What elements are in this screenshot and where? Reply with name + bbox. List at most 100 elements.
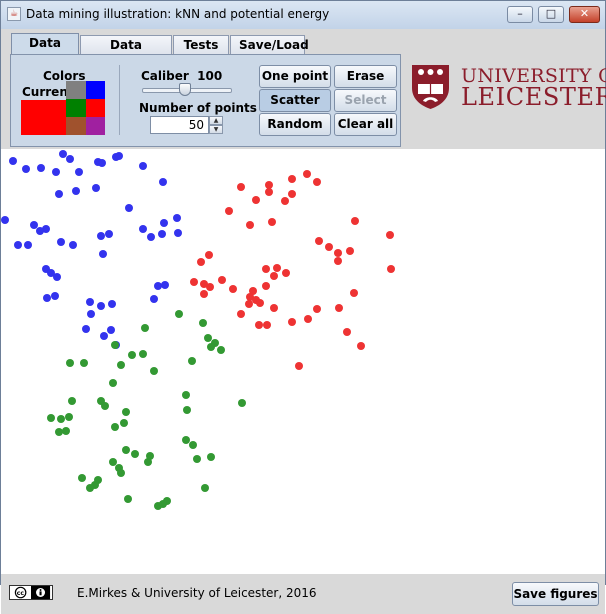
blue-point[interactable]: [125, 204, 133, 212]
blue-point[interactable]: [107, 326, 115, 334]
blue-point[interactable]: [22, 165, 30, 173]
tab-data-reduce[interactable]: Data reduce: [80, 35, 172, 70]
blue-point[interactable]: [75, 168, 83, 176]
blue-point[interactable]: [139, 162, 147, 170]
green-point[interactable]: [122, 446, 130, 454]
red-point[interactable]: [265, 181, 273, 189]
erase-button[interactable]: Erase: [334, 65, 397, 88]
blue-point[interactable]: [105, 230, 113, 238]
red-point[interactable]: [265, 188, 273, 196]
blue-point[interactable]: [108, 300, 116, 308]
blue-point[interactable]: [53, 273, 61, 281]
tab-tests[interactable]: Tests: [173, 35, 229, 55]
red-point[interactable]: [325, 243, 333, 251]
blue-point[interactable]: [87, 310, 95, 318]
red-point[interactable]: [282, 269, 290, 277]
red-point[interactable]: [246, 293, 254, 301]
save-figures-button[interactable]: Save figures: [512, 582, 599, 606]
red-point[interactable]: [304, 315, 312, 323]
red-point[interactable]: [303, 170, 311, 178]
red-point[interactable]: [206, 283, 214, 291]
blue-point[interactable]: [57, 238, 65, 246]
red-point[interactable]: [273, 264, 281, 272]
green-point[interactable]: [182, 436, 190, 444]
red-point[interactable]: [245, 300, 253, 308]
blue-point[interactable]: [158, 230, 166, 238]
red-point[interactable]: [295, 362, 303, 370]
blue-point[interactable]: [47, 269, 55, 277]
red-point[interactable]: [268, 218, 276, 226]
tab-data-set[interactable]: Data set: [11, 33, 79, 68]
red-point[interactable]: [315, 237, 323, 245]
palette-gray-swatch[interactable]: [66, 81, 86, 99]
red-point[interactable]: [386, 231, 394, 239]
green-point[interactable]: [199, 319, 207, 327]
clear-all-button[interactable]: Clear all: [334, 113, 397, 136]
red-point[interactable]: [262, 282, 270, 290]
blue-point[interactable]: [14, 241, 22, 249]
red-point[interactable]: [270, 272, 278, 280]
red-point[interactable]: [343, 328, 351, 336]
scatter-plot-area[interactable]: [1, 149, 605, 574]
red-point[interactable]: [270, 304, 278, 312]
red-point[interactable]: [256, 299, 264, 307]
spinner-down-icon[interactable]: ▼: [209, 125, 223, 134]
close-button[interactable]: ✕: [569, 6, 600, 23]
red-point[interactable]: [313, 305, 321, 313]
green-point[interactable]: [201, 484, 209, 492]
green-point[interactable]: [189, 441, 197, 449]
red-point[interactable]: [350, 289, 358, 297]
red-point[interactable]: [190, 278, 198, 286]
green-point[interactable]: [109, 458, 117, 466]
blue-point[interactable]: [97, 302, 105, 310]
green-point[interactable]: [122, 408, 130, 416]
green-point[interactable]: [139, 350, 147, 358]
blue-point[interactable]: [98, 159, 106, 167]
green-point[interactable]: [207, 453, 215, 461]
green-point[interactable]: [65, 413, 73, 421]
blue-point[interactable]: [147, 233, 155, 241]
palette-green-swatch[interactable]: [66, 99, 86, 117]
green-point[interactable]: [117, 361, 125, 369]
green-point[interactable]: [55, 428, 63, 436]
blue-point[interactable]: [36, 227, 44, 235]
green-point[interactable]: [109, 379, 117, 387]
one-point-button[interactable]: One point: [259, 65, 331, 88]
green-point[interactable]: [183, 406, 191, 414]
green-point[interactable]: [80, 359, 88, 367]
green-point[interactable]: [188, 357, 196, 365]
red-point[interactable]: [237, 183, 245, 191]
green-point[interactable]: [204, 334, 212, 342]
blue-point[interactable]: [99, 250, 107, 258]
blue-point[interactable]: [9, 157, 17, 165]
select-button[interactable]: Select: [334, 89, 397, 112]
red-point[interactable]: [334, 249, 342, 257]
green-point[interactable]: [124, 495, 132, 503]
blue-point[interactable]: [150, 295, 158, 303]
red-point[interactable]: [387, 265, 395, 273]
green-point[interactable]: [117, 469, 125, 477]
green-point[interactable]: [66, 359, 74, 367]
green-point[interactable]: [78, 474, 86, 482]
green-point[interactable]: [159, 500, 167, 508]
palette-blue-swatch[interactable]: [86, 81, 105, 99]
red-point[interactable]: [237, 310, 245, 318]
title-bar[interactable]: ☕ Data mining illustration: kNN and pote…: [1, 1, 605, 30]
red-point[interactable]: [346, 247, 354, 255]
blue-point[interactable]: [51, 292, 59, 300]
red-point[interactable]: [262, 265, 270, 273]
blue-point[interactable]: [1, 216, 9, 224]
red-point[interactable]: [313, 178, 321, 186]
red-point[interactable]: [205, 251, 213, 259]
green-point[interactable]: [47, 414, 55, 422]
green-point[interactable]: [150, 367, 158, 375]
palette-red-swatch[interactable]: [86, 99, 105, 117]
palette-purple-swatch[interactable]: [86, 117, 105, 135]
blue-point[interactable]: [82, 325, 90, 333]
blue-point[interactable]: [24, 241, 32, 249]
red-point[interactable]: [218, 276, 226, 284]
blue-point[interactable]: [174, 229, 182, 237]
green-point[interactable]: [131, 450, 139, 458]
red-point[interactable]: [225, 207, 233, 215]
blue-point[interactable]: [66, 155, 74, 163]
